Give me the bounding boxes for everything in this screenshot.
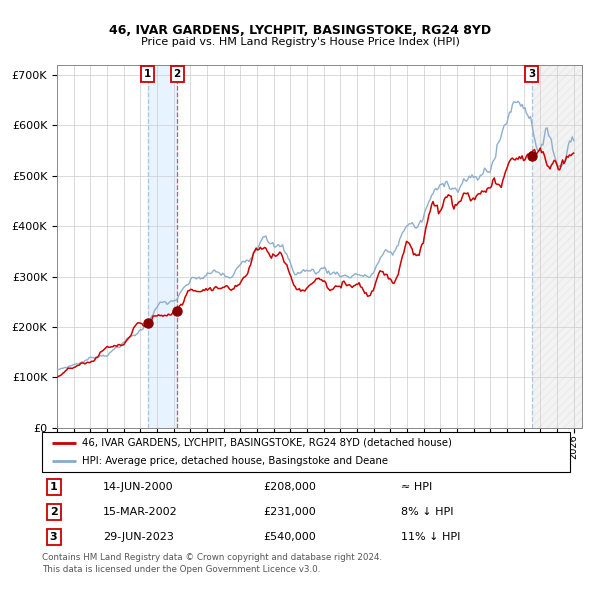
Text: Price paid vs. HM Land Registry's House Price Index (HPI): Price paid vs. HM Land Registry's House …	[140, 37, 460, 47]
Text: ≈ HPI: ≈ HPI	[401, 482, 432, 492]
Bar	[148, 65, 177, 428]
Text: 15-MAR-2002: 15-MAR-2002	[103, 507, 178, 517]
Text: £231,000: £231,000	[264, 507, 317, 517]
Text: 2: 2	[50, 507, 58, 517]
FancyBboxPatch shape	[42, 432, 570, 472]
Text: 1: 1	[50, 482, 58, 492]
Text: 3: 3	[528, 69, 535, 79]
Text: 14-JUN-2000: 14-JUN-2000	[103, 482, 173, 492]
Bar	[532, 65, 582, 428]
Text: 46, IVAR GARDENS, LYCHPIT, BASINGSTOKE, RG24 8YD (detached house): 46, IVAR GARDENS, LYCHPIT, BASINGSTOKE, …	[82, 438, 452, 448]
Text: 29-JUN-2023: 29-JUN-2023	[103, 532, 173, 542]
Text: 3: 3	[50, 532, 58, 542]
Text: 1: 1	[144, 69, 151, 79]
Text: 2: 2	[173, 69, 181, 79]
Bar	[532, 65, 582, 428]
Text: £208,000: £208,000	[264, 482, 317, 492]
Text: 11% ↓ HPI: 11% ↓ HPI	[401, 532, 460, 542]
Text: HPI: Average price, detached house, Basingstoke and Deane: HPI: Average price, detached house, Basi…	[82, 456, 388, 466]
Text: Contains HM Land Registry data © Crown copyright and database right 2024.
This d: Contains HM Land Registry data © Crown c…	[42, 553, 382, 574]
Text: £540,000: £540,000	[264, 532, 317, 542]
Text: 46, IVAR GARDENS, LYCHPIT, BASINGSTOKE, RG24 8YD: 46, IVAR GARDENS, LYCHPIT, BASINGSTOKE, …	[109, 24, 491, 37]
Text: 8% ↓ HPI: 8% ↓ HPI	[401, 507, 454, 517]
